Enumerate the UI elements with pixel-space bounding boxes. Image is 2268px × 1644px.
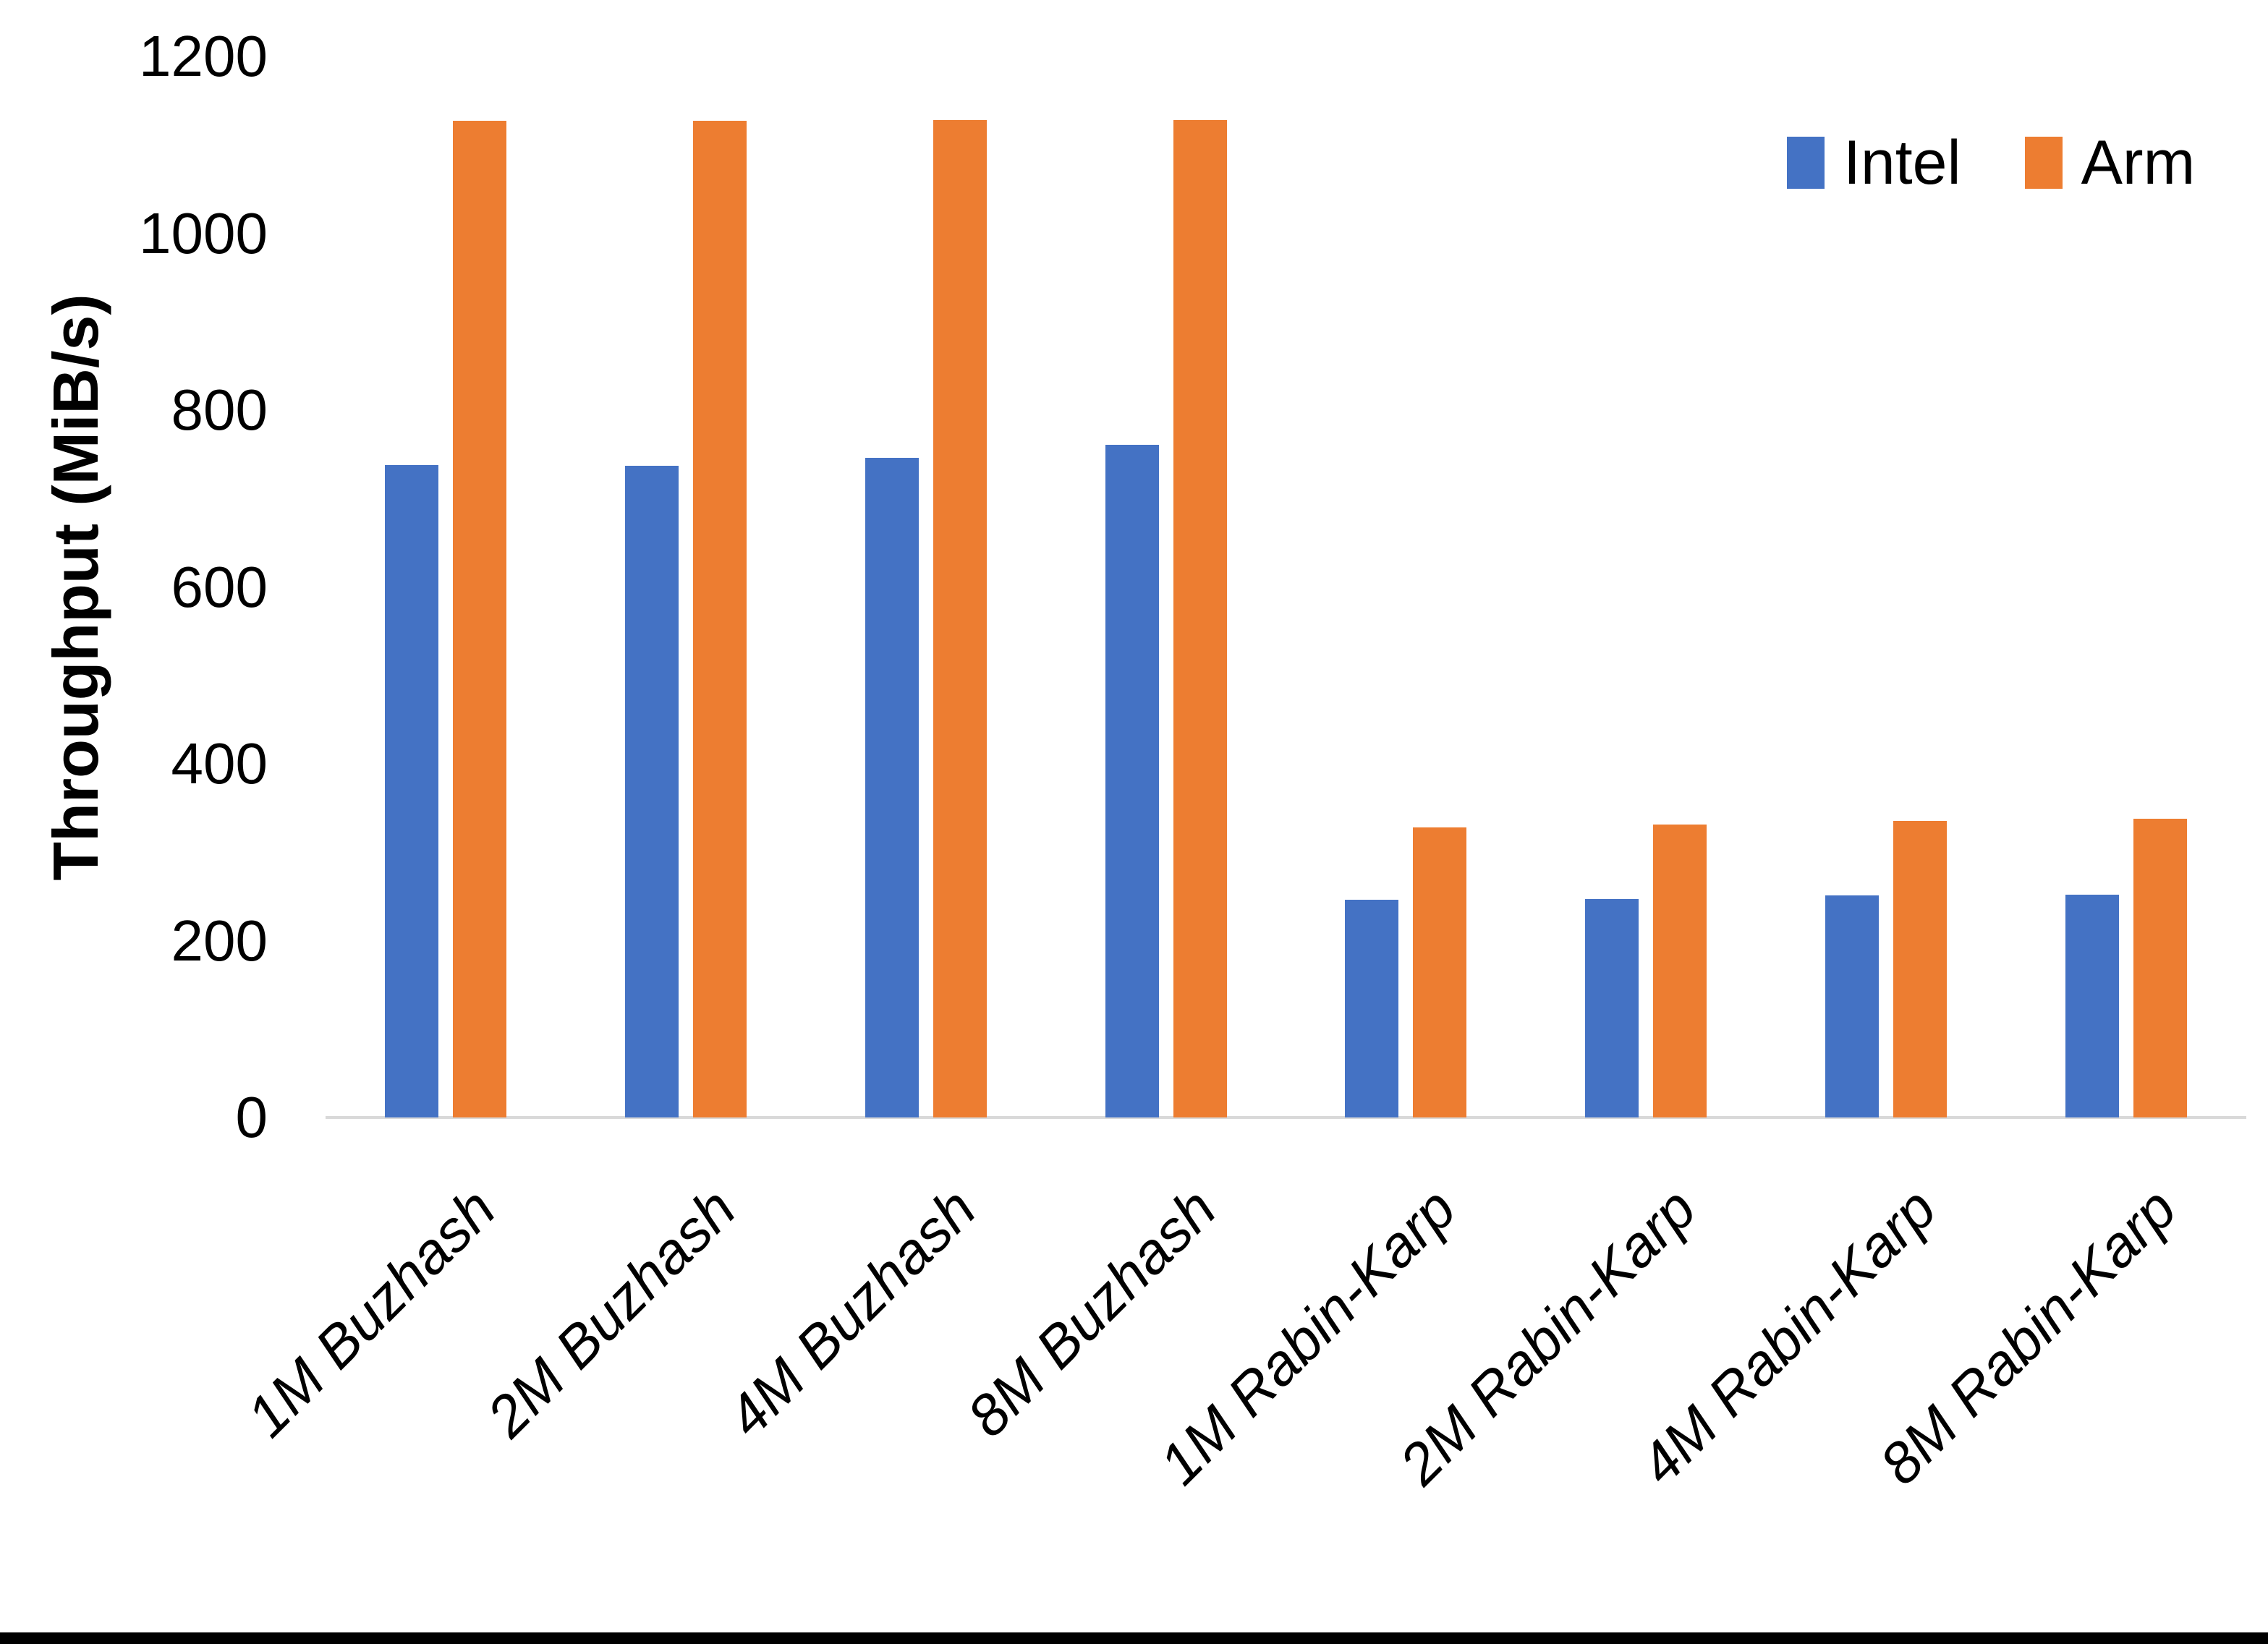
bar-intel-1 [625,466,679,1117]
bottom-border [0,1632,2268,1644]
bar-intel-3 [1105,445,1159,1117]
legend: Intel Arm [1787,132,2195,194]
x-category-label: 8M Buzhash [954,1175,1228,1449]
bar-arm-5 [1653,825,1707,1117]
legend-label: Intel [1843,128,1961,197]
bar-arm-6 [1893,821,1947,1117]
y-tick-label: 200 [171,908,268,973]
y-tick-label: 0 [235,1085,268,1149]
y-tick-label: 400 [171,731,268,796]
x-category-label: 4M Buzhash [715,1175,988,1449]
bar-arm-4 [1413,827,1466,1117]
bar-arm-0 [453,121,506,1117]
bar-intel-4 [1345,900,1398,1117]
bar-arm-7 [2133,819,2187,1117]
x-axis-line [326,1116,2246,1119]
x-category-label: 1M Buzhash [234,1175,508,1449]
bar-intel-5 [1585,899,1639,1117]
bar-intel-6 [1825,895,1879,1117]
legend-label: Arm [2081,128,2196,197]
bar-intel-2 [865,458,919,1117]
bar-arm-3 [1173,120,1227,1117]
bar-arm-1 [693,121,747,1117]
x-category-label: 2M Buzhash [475,1175,748,1449]
legend-item-intel: Intel [1787,132,1961,194]
legend-item-arm: Arm [2024,132,2195,194]
bar-arm-2 [933,120,987,1117]
y-tick-label: 1200 [139,24,268,88]
legend-swatch-intel [1787,137,1825,189]
bar-intel-7 [2065,895,2119,1117]
y-tick-label: 800 [171,378,268,442]
legend-swatch-arm [2024,137,2063,189]
y-tick-label: 600 [171,554,268,619]
bar-intel-0 [385,465,438,1117]
y-tick-label: 1000 [139,200,268,265]
